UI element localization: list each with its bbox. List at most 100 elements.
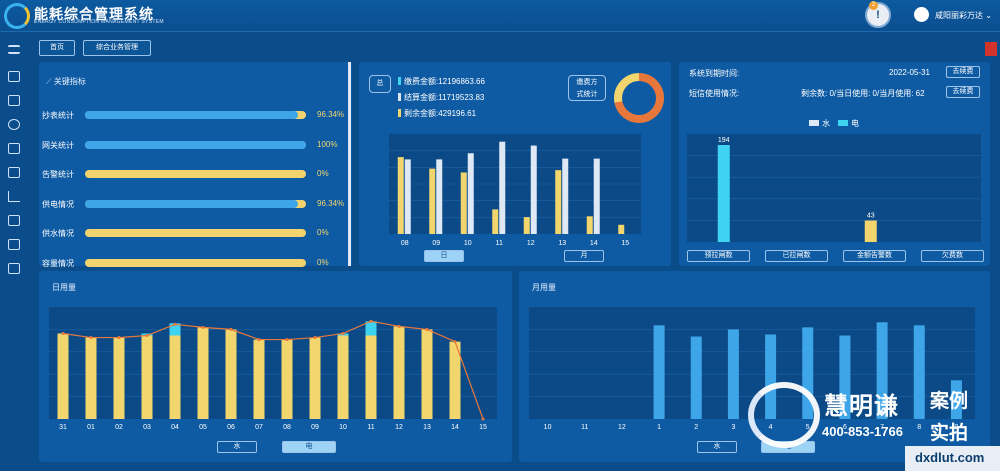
daily-water-button[interactable]: 水: [217, 441, 257, 453]
settle-amount: 结算金额:11719523.83: [404, 93, 485, 102]
building-icon[interactable]: [8, 95, 20, 106]
month-button[interactable]: 月: [564, 250, 604, 262]
payment-bar: [499, 141, 506, 234]
payment-bar: [586, 216, 593, 234]
kpi-title-label: 关键指标: [53, 77, 86, 86]
trend-point: [61, 331, 65, 335]
switch-bar: [864, 220, 877, 242]
x-tick-label: 14: [590, 240, 598, 247]
trend-point: [117, 336, 121, 340]
x-tick-label: 10: [464, 240, 472, 247]
daily-electric-button[interactable]: 电: [282, 441, 336, 453]
menu-toggle-icon[interactable]: [8, 45, 20, 54]
payment-bar: [467, 153, 474, 234]
x-tick-label: 09: [432, 240, 440, 247]
monthly-bar: [839, 335, 851, 419]
daily-bar: [169, 335, 181, 419]
close-tab-button[interactable]: [985, 42, 997, 56]
user-avatar-icon[interactable]: [914, 7, 929, 22]
x-tick-label: 12: [395, 424, 403, 431]
report-icon[interactable]: [8, 263, 20, 274]
trend-point: [397, 324, 401, 328]
trend-point: [313, 336, 317, 340]
meter-icon[interactable]: [8, 71, 20, 82]
kpi-value: 96.34%: [317, 198, 345, 208]
kpi-label: 抄表统计: [42, 111, 74, 120]
daily-bar: [393, 326, 405, 419]
monthly-water-button[interactable]: 水: [697, 441, 737, 453]
trend-chart-icon[interactable]: [8, 191, 20, 202]
monthly-bar: [876, 322, 888, 419]
alert-count-badge: 2: [869, 1, 878, 10]
yellow-dot-icon: [398, 109, 401, 117]
daily-bar: [337, 335, 349, 419]
data-label: 43: [867, 213, 875, 220]
tab-home[interactable]: 首页: [39, 40, 75, 56]
remain-amount: 剩余金额:429196.61: [404, 109, 477, 118]
daily-bar: [449, 341, 461, 419]
payment-donut-chart: [614, 73, 664, 123]
alert-bell-icon[interactable]: !: [865, 2, 891, 28]
trend-point: [229, 327, 233, 331]
kpi-progress-bar: [85, 170, 306, 178]
x-tick-label: 12: [618, 424, 626, 431]
download-icon[interactable]: [8, 167, 20, 178]
logo-icon: [4, 3, 30, 29]
amount-alarm-button[interactable]: 金额告警数: [843, 250, 906, 262]
renew-system-button[interactable]: 去续费: [946, 66, 980, 78]
payment-bar: [404, 159, 411, 234]
switched-off-button[interactable]: 已拉闸数: [765, 250, 828, 262]
x-tick-label: 8: [917, 424, 921, 431]
kpi-progress-fill: [85, 199, 298, 208]
remain-amount-line: 剩余金额:429196.61: [398, 108, 476, 119]
kpi-progress-fill: [85, 111, 298, 119]
trend-point: [453, 340, 457, 344]
kpi-label: 容量情况: [42, 258, 74, 268]
arrears-button[interactable]: 欠费数: [921, 250, 984, 262]
kpi-value: 0%: [317, 228, 329, 237]
kpi-label: 供水情况: [42, 229, 74, 238]
x-tick-label: 7: [880, 424, 884, 431]
kpi-progress-bar: [85, 229, 306, 237]
daily-usage-title: 日用量: [52, 283, 76, 292]
trend-icon: ⟋: [46, 77, 52, 86]
legend-electric-swatch: [838, 120, 848, 126]
sms-usage: 剩余数: 0/当日使用: 0/当月使用: 62: [801, 89, 925, 98]
settings-list-icon[interactable]: [8, 215, 20, 226]
x-tick-label: 08: [283, 424, 291, 431]
kpi-label: 网关统计: [42, 140, 74, 150]
daily-bar: [113, 337, 125, 419]
pre-switch-off-button[interactable]: 预拉闸数: [687, 250, 750, 262]
payment-mode-stats-button[interactable]: 缴费方 式统计: [568, 75, 606, 101]
day-button[interactable]: 日: [424, 250, 464, 262]
user-name-dropdown[interactable]: 咸阳丽彩万达 ⌄: [935, 11, 992, 20]
kpi-scrollbar[interactable]: [348, 62, 351, 266]
x-tick-label: 02: [115, 424, 123, 431]
watermark-logo-icon: [748, 382, 820, 448]
daily-bar: [365, 335, 377, 419]
payment-bar: [593, 158, 600, 234]
tab-business-management[interactable]: 综合业务管理: [83, 40, 151, 56]
renew-sms-button[interactable]: 去续费: [946, 86, 980, 98]
kpi-label: 告警统计: [42, 170, 74, 179]
payment-bar: [562, 158, 569, 234]
cyan-dot-icon: [398, 77, 401, 85]
legend-electric: 电: [838, 118, 859, 129]
payment-bar: [460, 172, 467, 234]
app-subtitle: ENERGY CONSUMPTION MANAGEMENT SYSTEM: [34, 19, 164, 25]
legend-water-label: 水: [822, 119, 830, 128]
legend-water-swatch: [809, 120, 819, 126]
kpi-progress-bar: [85, 140, 306, 149]
kpi-value: 100%: [317, 139, 338, 149]
switch-bar: [717, 145, 730, 242]
payment-icon[interactable]: [8, 119, 20, 130]
trend-point: [481, 417, 485, 421]
trend-point: [341, 331, 345, 335]
payment-bar: [530, 145, 537, 234]
monitor-icon[interactable]: [8, 143, 20, 154]
kpi-value: 0%: [317, 169, 329, 178]
grid-apps-icon[interactable]: [8, 239, 20, 250]
switch-chart-bg: [687, 134, 981, 242]
kpi-value: 96.34%: [317, 110, 345, 119]
daily-usage-chart: 31 01 02 03 04 05 06 07 08 09 10 11 12 13 14 15: [49, 307, 497, 431]
